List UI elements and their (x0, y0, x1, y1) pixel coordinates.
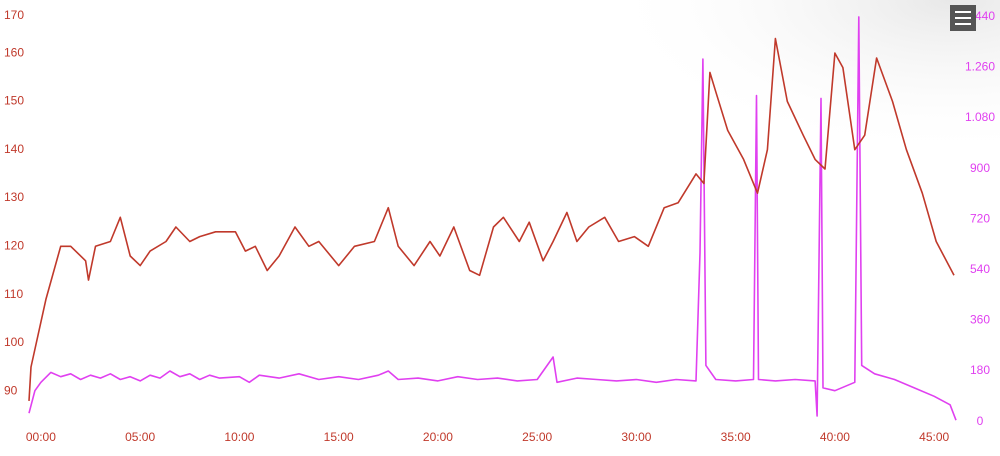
menu-button[interactable] (950, 5, 976, 31)
y-tick-label: 140 (4, 142, 24, 156)
series-line (28, 37, 955, 401)
y-tick-label: 160 (4, 45, 24, 59)
series-line (28, 16, 957, 421)
x-tick-label: 45:00 (919, 430, 949, 444)
y-tick-label: 170 (4, 8, 24, 22)
y2-tick-label: 1.260 (965, 60, 995, 74)
x-tick-label: 30:00 (621, 430, 651, 444)
y-tick-label: 100 (4, 335, 24, 349)
y2-tick-label: 0 (977, 414, 984, 428)
y2-tick-label: 540 (970, 262, 990, 276)
y2-tick-label: 900 (970, 161, 990, 175)
x-tick-label: 25:00 (522, 430, 552, 444)
x-tick-label: 00:00 (26, 430, 56, 444)
x-tick-label: 05:00 (125, 430, 155, 444)
x-tick-label: 10:00 (224, 430, 254, 444)
y2-tick-label: 180 (970, 363, 990, 377)
y2-tick-label: 1.080 (965, 110, 995, 124)
y-tick-label: 90 (4, 383, 18, 397)
x-tick-label: 35:00 (721, 430, 751, 444)
y-tick-label: 150 (4, 94, 24, 108)
x-tick-label: 40:00 (820, 430, 850, 444)
y2-tick-label: 360 (970, 313, 990, 327)
x-tick-label: 15:00 (324, 430, 354, 444)
y-tick-label: 120 (4, 238, 24, 252)
y2-tick-label: 720 (970, 211, 990, 225)
y-tick-label: 110 (4, 287, 23, 301)
y-tick-label: 130 (4, 190, 24, 204)
x-tick-label: 20:00 (423, 430, 453, 444)
